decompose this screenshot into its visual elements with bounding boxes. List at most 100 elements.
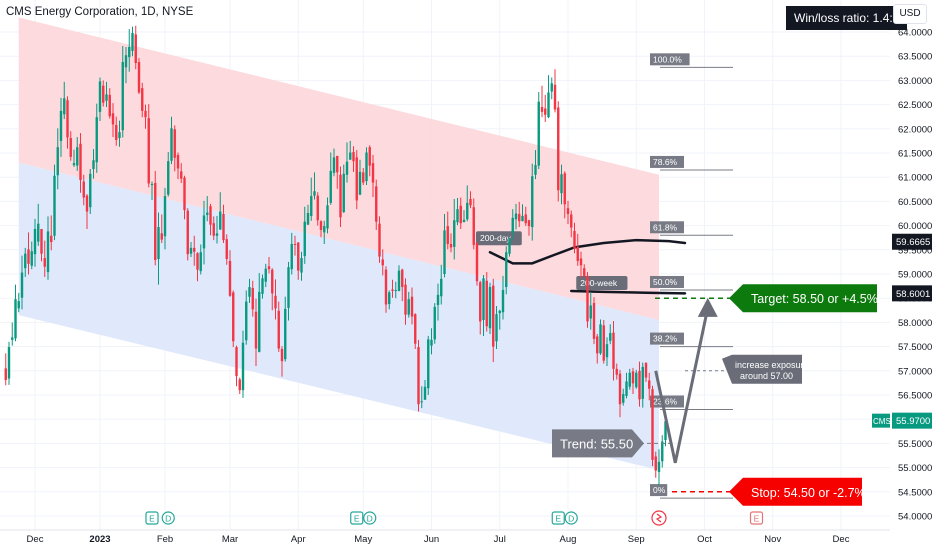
- candle: [423, 379, 427, 400]
- candle-body: [111, 113, 115, 125]
- candle-body: [261, 278, 264, 294]
- candle-body: [66, 100, 69, 138]
- time-tick-label: Apr: [291, 534, 306, 545]
- candle: [527, 219, 531, 236]
- price-tag-bg: [892, 285, 932, 302]
- candle: [261, 274, 264, 299]
- candle-body: [440, 278, 443, 297]
- candle: [508, 237, 511, 257]
- candle-body: [95, 117, 98, 163]
- currency-button[interactable]: USD: [893, 4, 927, 24]
- candle: [50, 215, 53, 251]
- candle: [40, 228, 43, 262]
- candle-body: [53, 175, 56, 236]
- badge-letter: E: [354, 514, 360, 524]
- candle: [615, 363, 618, 380]
- candle-body: [401, 269, 404, 288]
- candle-body: [82, 181, 85, 198]
- candle: [82, 174, 85, 206]
- candle: [95, 103, 98, 173]
- symbol-tag-bg: [872, 413, 890, 428]
- candle-body: [521, 215, 524, 222]
- dividend-badge[interactable]: [564, 511, 578, 525]
- candle-body: [362, 172, 365, 183]
- candle-body: [147, 118, 150, 184]
- earnings-badge[interactable]: [350, 511, 364, 525]
- candle-body: [108, 94, 111, 117]
- candle-body: [384, 269, 388, 305]
- candle: [284, 296, 287, 362]
- candle: [427, 335, 430, 395]
- candle: [293, 235, 297, 256]
- earnings-badge[interactable]: [749, 511, 764, 525]
- candle-body: [274, 295, 277, 309]
- trend-label-bg: [552, 429, 644, 458]
- win-loss-ratio-box: Win/loss ratio: 1.4:1: [786, 6, 908, 30]
- candle: [498, 309, 501, 330]
- candle: [76, 137, 79, 171]
- candle-body: [492, 285, 495, 347]
- candle-body: [124, 55, 128, 68]
- candle: [66, 96, 69, 149]
- candle: [141, 82, 144, 118]
- candle-body: [505, 252, 508, 288]
- candle-body: [150, 183, 154, 185]
- candle: [319, 220, 323, 238]
- candle-body: [544, 108, 547, 115]
- candle-body: [495, 314, 498, 342]
- candle: [46, 216, 50, 280]
- price-tag-bg: [892, 412, 932, 429]
- candle-body: [141, 88, 144, 111]
- candle-body: [37, 223, 40, 242]
- price-tag-value: 58.6001: [896, 289, 930, 300]
- candle: [27, 232, 30, 275]
- candle-body: [622, 394, 625, 403]
- candle-body: [59, 110, 63, 141]
- dividend-badge[interactable]: [363, 511, 377, 525]
- candle: [433, 303, 436, 344]
- fib-label-bg: [650, 332, 684, 345]
- candle-body: [641, 366, 644, 399]
- candle: [102, 80, 105, 107]
- earnings-badge[interactable]: [145, 511, 159, 525]
- candle-body: [264, 268, 267, 282]
- price-tag-bg: [892, 233, 932, 250]
- candle: [557, 101, 560, 202]
- price-axis[interactable]: [890, 0, 932, 550]
- candle-body: [570, 214, 573, 228]
- candle: [332, 148, 336, 177]
- time-tick-label: 2023: [89, 534, 110, 545]
- candle: [534, 150, 537, 180]
- candle: [30, 241, 33, 270]
- candle-body: [17, 301, 20, 309]
- candle-body: [605, 344, 609, 358]
- candle: [254, 298, 258, 366]
- candle-body: [628, 372, 631, 387]
- candle: [547, 75, 550, 119]
- candle-body: [30, 251, 33, 266]
- candle: [410, 287, 414, 325]
- candle-body: [303, 221, 306, 257]
- candle: [524, 206, 527, 227]
- dividend-badge[interactable]: [161, 511, 175, 525]
- candle: [358, 159, 362, 196]
- badge-letter: E: [754, 514, 760, 524]
- trend-label: Trend: 55.50: [560, 436, 633, 451]
- candle-body: [583, 268, 586, 276]
- candle-body: [284, 308, 287, 360]
- candle: [176, 152, 180, 180]
- candle-body: [193, 247, 196, 252]
- candle: [407, 291, 410, 318]
- candle: [579, 251, 583, 278]
- candle: [170, 116, 173, 165]
- candle: [651, 385, 654, 467]
- candle-body: [625, 381, 628, 396]
- candle: [264, 263, 267, 288]
- candle: [371, 154, 375, 198]
- candle-body: [63, 98, 66, 115]
- candle-body: [573, 230, 576, 249]
- earnings-badge[interactable]: [551, 511, 565, 525]
- price-tick-label: 63.5000: [898, 52, 932, 63]
- candle-body: [599, 324, 602, 354]
